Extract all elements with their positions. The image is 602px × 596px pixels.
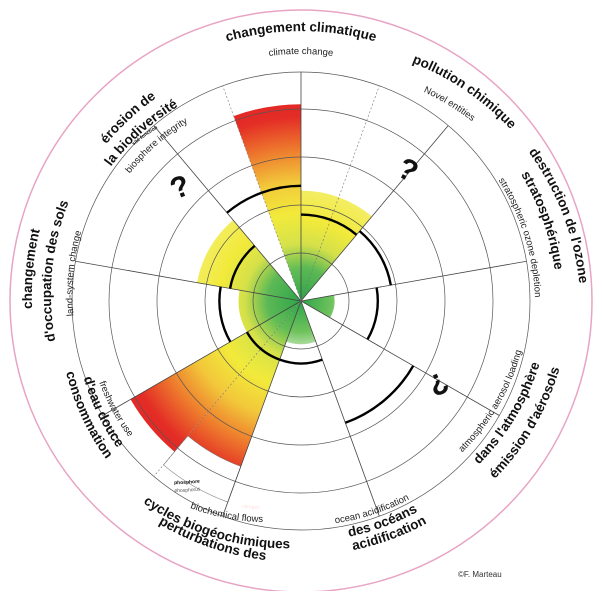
sector-divider	[300, 125, 449, 302]
sector-divider	[153, 125, 302, 302]
aerosol-boundary-arc	[344, 365, 415, 424]
nitrogen-label-en: nitrogen	[242, 504, 261, 511]
sector-divider	[75, 260, 302, 302]
freshwater-wedge	[238, 290, 301, 333]
phosphorus-label-en: phosphorus	[174, 486, 201, 494]
ozone-boundary-arc	[366, 287, 379, 340]
biogeo-boundary-arc	[245, 331, 281, 361]
climate-boundary-arc	[300, 213, 358, 236]
safe-boundary-arcs	[218, 184, 415, 424]
biogeo-sub-wedge-1	[183, 301, 301, 473]
ozone-wedge	[301, 295, 335, 318]
sector-divider	[300, 260, 527, 302]
biosphere-boundary-arc	[226, 184, 302, 214]
freshwater-boundary-arc	[218, 286, 232, 343]
land-wedge	[197, 220, 301, 301]
biogeo-sub-wedge-2	[130, 301, 301, 452]
sector-divider	[300, 300, 380, 517]
ocean-wedge	[286, 301, 316, 345]
sector-divider	[222, 300, 302, 517]
sector-divider	[102, 300, 302, 416]
biosphere-sub-wedge-2	[233, 104, 301, 301]
novel-boundary-arc	[358, 230, 392, 286]
ocean-boundary-arc	[279, 358, 323, 365]
nitrogen-label: azote	[245, 495, 258, 502]
land-boundary-arc	[228, 244, 256, 289]
grid-rings	[71, 71, 531, 531]
climate-wedge	[301, 190, 372, 301]
phosphorus-label: phosphore	[174, 479, 200, 487]
boundary-wedges	[130, 104, 372, 503]
sector-divider	[300, 300, 500, 416]
credit-text: ©F. Marteau	[458, 570, 502, 579]
